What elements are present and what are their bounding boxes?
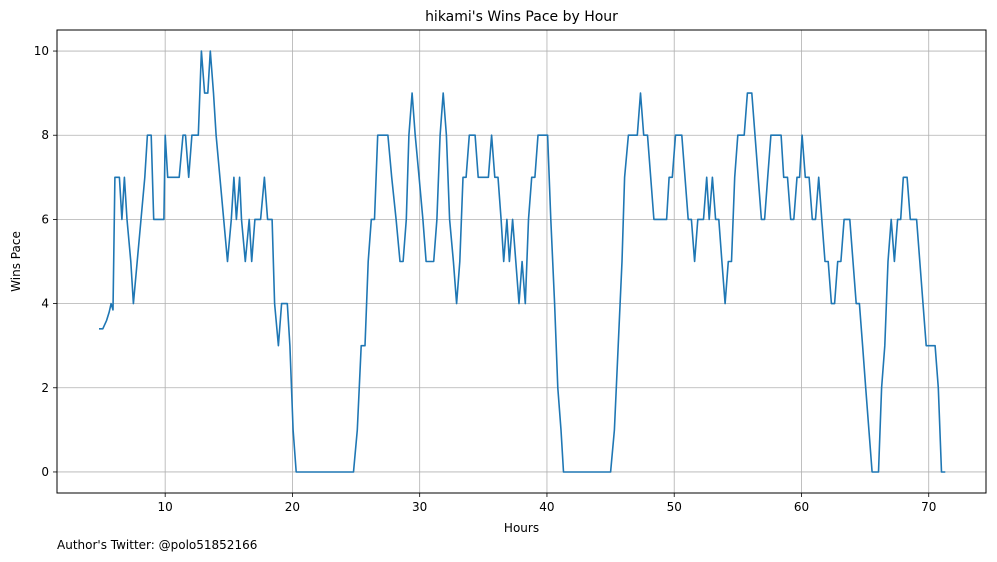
y-tick-label: 10	[34, 44, 49, 58]
x-tick-label: 20	[285, 500, 300, 514]
chart-title: hikami's Wins Pace by Hour	[425, 9, 618, 25]
x-tick-label: 60	[794, 500, 809, 514]
x-axis-label: Hours	[504, 521, 539, 535]
x-tick-label: 10	[158, 500, 173, 514]
y-tick-label: 0	[41, 465, 49, 479]
y-axis-label: Wins Pace	[9, 231, 23, 292]
author-twitter-note: Author's Twitter: @polo51852166	[57, 538, 258, 552]
y-tick-label: 2	[41, 381, 49, 395]
x-tick-label: 40	[539, 500, 554, 514]
plot-frame	[56, 29, 987, 494]
x-tick-label: 50	[667, 500, 682, 514]
series-layer	[99, 50, 946, 473]
x-tick-label: 70	[921, 500, 936, 514]
series-line	[99, 50, 946, 473]
y-tick-label: 8	[41, 128, 49, 142]
y-tick-label: 6	[41, 212, 49, 226]
y-tick-label: 4	[41, 297, 49, 311]
tick-layer: 10 20 30 40 50 60 70 0 2 4 6 8 10	[34, 44, 937, 514]
x-tick-label: 30	[412, 500, 427, 514]
